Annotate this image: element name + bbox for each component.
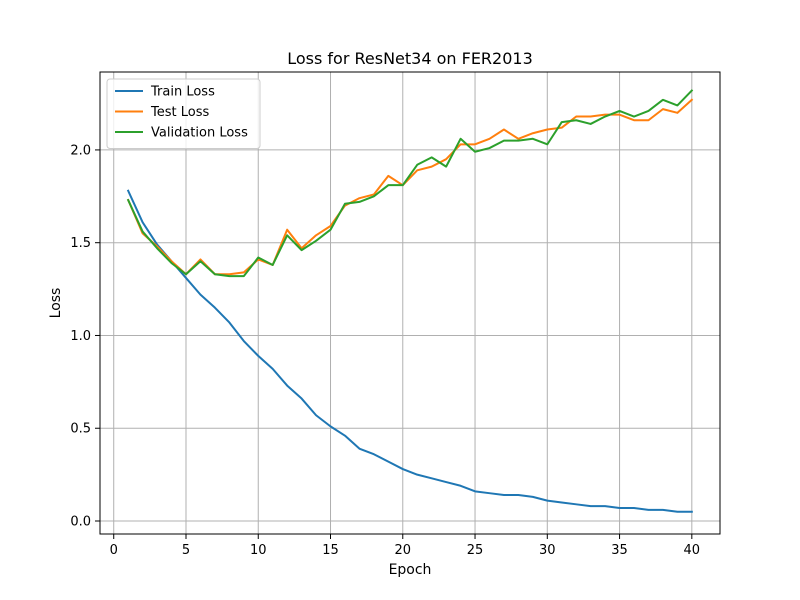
grid-layer [100, 72, 720, 534]
x-tick-label: 20 [395, 543, 412, 558]
y-axis-label: Loss [48, 288, 64, 319]
x-tick-label: 25 [467, 543, 484, 558]
series-layer [126, 89, 694, 513]
ticks-layer: 0 5 10 15 20 25 30 35 40 0.0 0.5 1.0 1.5 2.0 [70, 143, 700, 558]
x-tick-label: 0 [110, 543, 118, 558]
legend-label-validation-loss: Validation Loss [151, 126, 248, 141]
x-tick-label: 10 [250, 543, 267, 558]
validation-loss-line [126, 89, 694, 278]
x-tick-label: 15 [322, 543, 339, 558]
legend-label-test-loss: Test Loss [150, 105, 209, 120]
train-loss-line [126, 189, 693, 513]
x-tick-label: 5 [182, 543, 190, 558]
x-tick-label: 40 [684, 543, 701, 558]
x-axis-label: Epoch [389, 562, 432, 578]
legend-label-train-loss: Train Loss [150, 85, 215, 100]
legend: Train Loss Test Loss Validation Loss [106, 78, 261, 149]
x-tick-label: 30 [539, 543, 556, 558]
x-tick-label: 35 [611, 543, 628, 558]
y-tick-label: 0.5 [70, 422, 91, 437]
chart-title: Loss for ResNet34 on FER2013 [287, 49, 533, 68]
y-tick-label: 2.0 [70, 143, 91, 158]
y-tick-label: 1.0 [70, 329, 91, 344]
legend-box [106, 78, 261, 149]
plot-frame [99, 71, 721, 535]
y-tick-label: 0.0 [70, 515, 91, 530]
y-tick-label: 1.5 [70, 236, 91, 251]
